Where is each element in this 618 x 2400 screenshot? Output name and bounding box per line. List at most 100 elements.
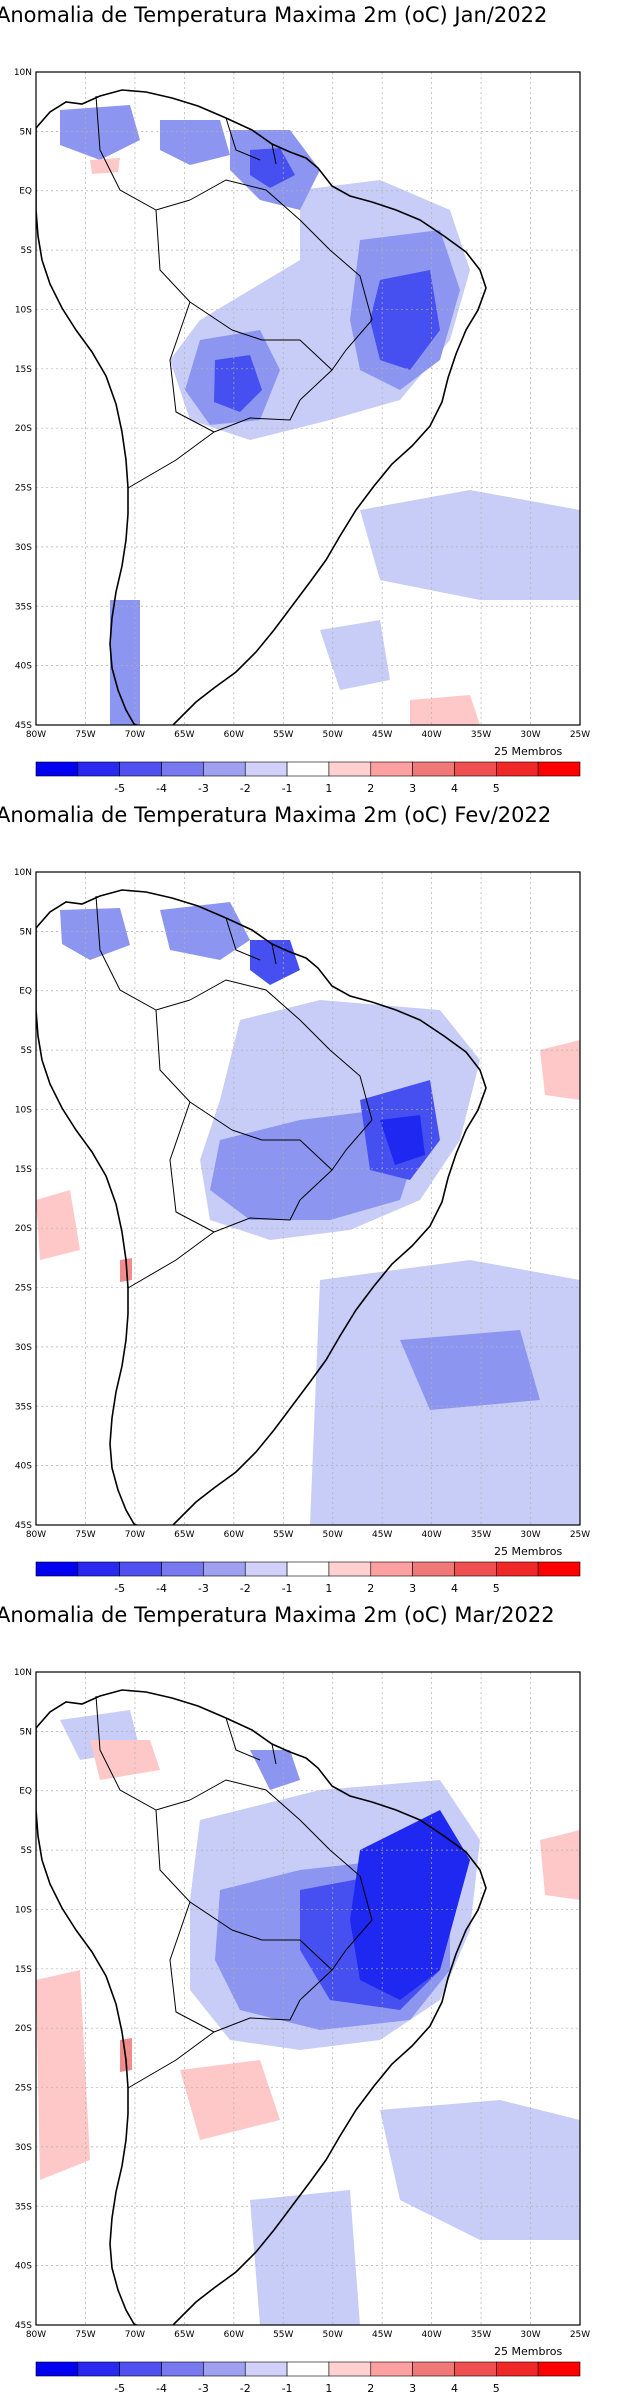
colorbar-label: -4: [156, 782, 167, 795]
cold-anomaly-area: [400, 1330, 540, 1410]
latitude-label: 40S: [15, 1462, 32, 1472]
coastline: [36, 89, 487, 725]
colorbar-label: 1: [325, 2382, 332, 2395]
warm-anomaly-area: [180, 2060, 280, 2140]
cold-anomaly-area: [60, 908, 130, 960]
longitude-label: 65W: [174, 1530, 194, 1540]
cold-anomaly-area: [60, 105, 140, 160]
cold-anomaly-area: [250, 2190, 360, 2325]
cold-anomaly-area: [360, 490, 580, 600]
country-border: [271, 143, 277, 165]
latitude-label: 10S: [15, 1905, 32, 1915]
latitude-label: 30S: [15, 543, 32, 553]
longitude-label: 60W: [224, 1530, 244, 1540]
country-border: [189, 979, 301, 1021]
latitude-label: 15S: [15, 1965, 32, 1975]
longitude-label: 35W: [471, 1530, 491, 1540]
latitude-label: 35S: [15, 2202, 32, 2212]
latitude-label: 10N: [14, 68, 32, 78]
country-border: [127, 1231, 215, 1289]
warm-anomaly-area: [410, 695, 480, 725]
country-border: [169, 1901, 215, 2033]
colorbar: -5 -4 -3 -2 -1 1 2 3 4 5: [35, 761, 581, 795]
longitude-label: 40W: [421, 730, 441, 740]
longitude-label: 40W: [421, 2330, 441, 2340]
colorbar-swatch: [412, 1561, 455, 1577]
latitude-label: 30S: [15, 1343, 32, 1353]
country-border: [189, 179, 301, 221]
cold-anomaly-area: [320, 620, 390, 690]
longitude-label: 40W: [421, 1530, 441, 1540]
longitude-label: 30W: [520, 1530, 540, 1540]
longitude-label: 70W: [125, 2330, 145, 2340]
longitude-label: 55W: [273, 730, 293, 740]
colorbar-swatch: [454, 2361, 497, 2377]
cold-anomaly-area: [350, 1810, 470, 2000]
colorbar-label: -3: [198, 2382, 209, 2395]
latitude-label: 10S: [15, 1105, 32, 1115]
longitude-label: 55W: [273, 2330, 293, 2340]
colorbar-swatch: [370, 761, 413, 777]
country-border: [225, 917, 261, 961]
colorbar-swatch: [244, 1561, 288, 1577]
country-border: [213, 1199, 301, 1233]
colorbar-label: 5: [493, 2382, 500, 2395]
longitude-label: 50W: [323, 730, 343, 740]
colorbar-label: 4: [451, 782, 458, 795]
warm-anomaly-area: [90, 158, 120, 174]
coastline: [36, 1689, 487, 2325]
colorbar-swatch: [328, 761, 372, 777]
colorbar-swatch: [370, 2361, 413, 2377]
latitude-label: 20S: [15, 424, 32, 434]
country-border: [127, 431, 215, 489]
longitude-label: 45W: [372, 730, 392, 740]
latitude-label: 15S: [15, 365, 32, 375]
longitude-label: 65W: [174, 2330, 194, 2340]
latitude-label: 25S: [15, 1284, 32, 1294]
warm-anomaly-area: [540, 1830, 580, 1900]
longitude-label: 80W: [26, 730, 46, 740]
latitude-label: 5N: [20, 1727, 32, 1737]
longitude-label: 50W: [323, 2330, 343, 2340]
longitude-label: 70W: [125, 730, 145, 740]
colorbar-label: 2: [367, 2382, 374, 2395]
colorbar-swatch: [35, 1561, 79, 1577]
colorbar-swatch: [203, 2361, 246, 2377]
country-border: [299, 319, 373, 401]
country-border: [299, 1019, 373, 1121]
latitude-label: 15S: [15, 1165, 32, 1175]
colorbar-label: 4: [451, 2382, 458, 2395]
longitude-label: 35W: [471, 730, 491, 740]
colorbar-label: 1: [325, 782, 332, 795]
colorbar-label: -5: [114, 1582, 125, 1595]
map-frame: [35, 871, 581, 1526]
colorbar-label: 3: [409, 782, 416, 795]
country-border: [95, 895, 191, 1011]
longitude-label: 25W: [570, 730, 590, 740]
latitude-label: 45S: [15, 721, 32, 731]
members-label: 25 Membros: [494, 1545, 563, 1558]
colorbar-label: -2: [240, 2382, 251, 2395]
longitude-label: 25W: [570, 2330, 590, 2340]
longitude-label: 35W: [471, 2330, 491, 2340]
colorbar-label: -1: [282, 2382, 293, 2395]
country-border: [213, 1999, 301, 2033]
colorbar-swatch: [244, 761, 288, 777]
country-border: [169, 301, 215, 433]
longitude-label: 80W: [26, 1530, 46, 1540]
colorbar-swatch: [161, 2361, 204, 2377]
colorbar-swatch: [161, 761, 204, 777]
latitude-label: 10N: [14, 1668, 32, 1678]
panel-fev: Anomalia de Temperatura Maxima 2m (oC) F…: [0, 800, 618, 1600]
cold-anomaly-area: [110, 600, 140, 725]
latitude-label: EQ: [19, 187, 32, 197]
longitude-label: 30W: [520, 2330, 540, 2340]
longitude-label: 70W: [125, 1530, 145, 1540]
colorbar-label: -2: [240, 1582, 251, 1595]
latitude-label: 10S: [15, 305, 32, 315]
colorbar-swatch: [328, 1561, 372, 1577]
panel-jan: Anomalia de Temperatura Maxima 2m (oC) J…: [0, 0, 618, 800]
colorbar-swatch: [77, 761, 120, 777]
colorbar-label: -4: [156, 2382, 167, 2395]
country-border: [271, 1743, 277, 1765]
